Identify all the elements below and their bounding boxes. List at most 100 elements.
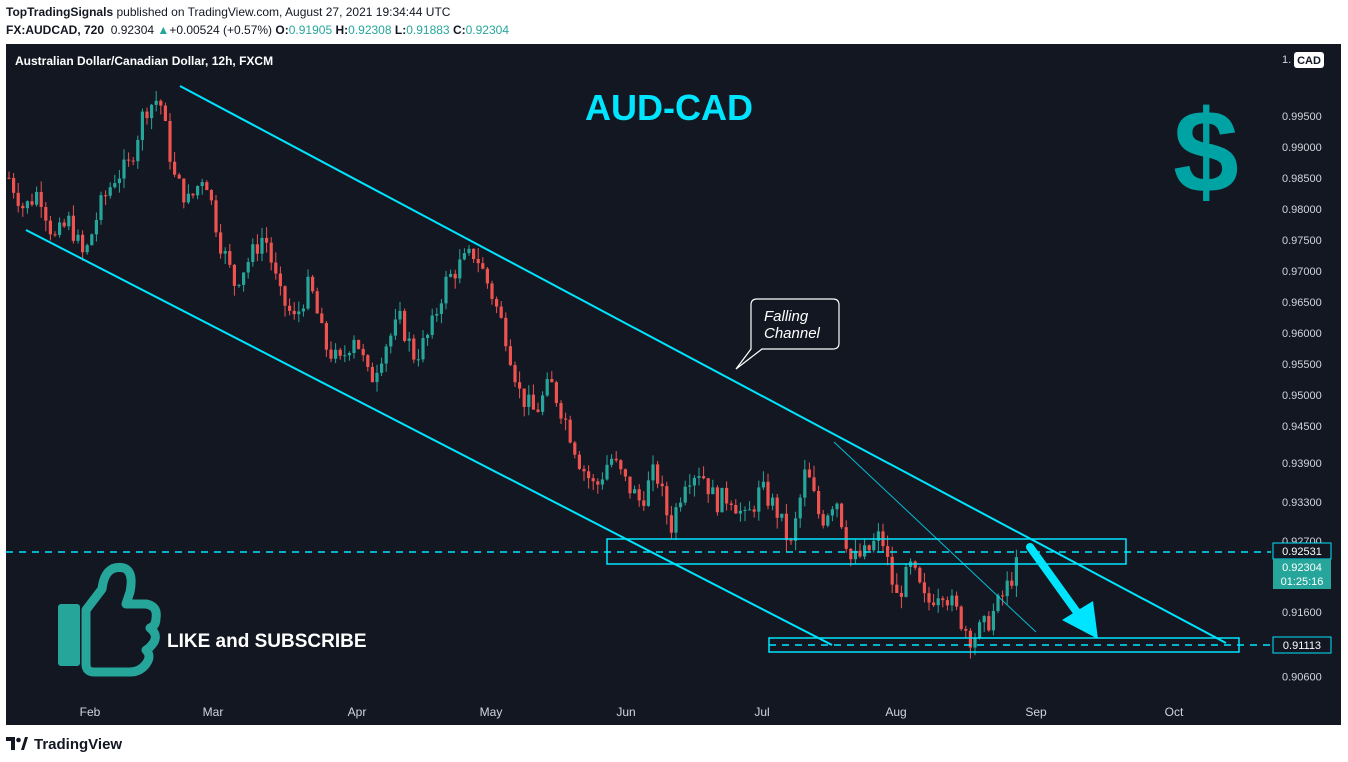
candle-body <box>840 503 844 528</box>
callout-line-1: Falling <box>764 308 809 325</box>
candle-body <box>904 566 908 597</box>
candle-body <box>987 616 991 631</box>
callout-line-2: Channel <box>764 325 821 342</box>
candle-body <box>21 205 25 209</box>
candle-body <box>554 382 558 404</box>
axis-top-partial: 1. <box>1282 54 1291 66</box>
y-tick-label: 0.97000 <box>1282 266 1322 278</box>
candle-body <box>982 616 986 623</box>
candle-body <box>1014 557 1018 586</box>
resistance-zone-rect[interactable] <box>606 538 1127 565</box>
x-tick-label: Mar <box>203 705 224 719</box>
candle-body <box>752 509 756 512</box>
candle-body <box>835 503 839 510</box>
currency-badge[interactable]: CAD <box>1294 52 1324 68</box>
candle-body <box>508 346 512 366</box>
trendline[interactable] <box>833 441 1037 633</box>
support-zone-rect[interactable] <box>768 637 1240 653</box>
candle-body <box>628 476 632 494</box>
footer-brand[interactable]: TradingView <box>34 735 123 753</box>
candle-body <box>610 458 614 465</box>
x-tick-label: Aug <box>885 705 906 719</box>
candle-body <box>927 593 931 603</box>
candle-body <box>435 313 439 316</box>
candle-body <box>283 286 287 306</box>
candle-body <box>412 338 416 360</box>
candle-body <box>458 259 462 279</box>
candle-body <box>311 276 315 292</box>
candle-body <box>1005 580 1009 597</box>
candle-body <box>168 120 172 162</box>
candle-body <box>587 471 591 479</box>
candle-body <box>918 567 922 583</box>
channel-upper-line[interactable] <box>179 85 1227 644</box>
candle-body <box>343 355 347 357</box>
last-price: 0.92304 <box>110 23 155 37</box>
candle-body <box>729 503 733 505</box>
chart-canvas[interactable]: Australian Dollar/Canadian Dollar, 12h, … <box>6 44 1341 725</box>
candle-body <box>605 464 609 480</box>
candle-body <box>219 232 223 254</box>
candle-body <box>117 178 121 184</box>
candle-body <box>748 509 752 511</box>
currency-badge-label: CAD <box>1297 55 1321 67</box>
candle-body <box>472 248 476 260</box>
candle-body <box>53 234 57 236</box>
candle-body <box>265 237 269 243</box>
candle-body <box>794 518 798 541</box>
candle-body <box>159 100 163 106</box>
price-axis[interactable]: 0.99500 0.99000 0.98500 0.98000 0.97500 0.970… <box>1282 111 1322 684</box>
candle-body <box>499 306 503 318</box>
candle-body <box>485 268 489 284</box>
candle-body <box>679 502 683 508</box>
like-subscribe-text[interactable]: LIKE and SUBSCRIBE <box>167 631 367 652</box>
symbol-label: FX:AUDCAD, 720 <box>6 23 105 37</box>
x-tick-label: Feb <box>80 705 101 719</box>
candle-body <box>237 284 241 286</box>
candle-body <box>292 310 296 315</box>
candle-body <box>449 273 453 277</box>
candle-body <box>127 159 131 161</box>
candle-body <box>637 489 641 501</box>
chart-panel[interactable] <box>6 44 1341 725</box>
change-arrow-icon: ▲ <box>157 23 170 37</box>
x-tick-label: Apr <box>348 705 367 719</box>
thumbs-up-icon <box>58 562 161 677</box>
price-label-resistance: 0.92531 <box>1272 542 1332 560</box>
publisher-name[interactable]: TopTradingSignals <box>6 5 114 19</box>
candle-body <box>858 550 862 557</box>
candle-body <box>370 366 374 383</box>
candle-body <box>48 220 52 235</box>
candle-body <box>430 315 434 335</box>
candle-body <box>623 469 627 477</box>
candle-body <box>288 305 292 311</box>
candle-body <box>44 206 48 221</box>
candle-body <box>591 478 595 482</box>
candle-body <box>692 477 696 486</box>
candle-body <box>7 177 11 179</box>
candle-body <box>614 458 618 461</box>
candle-body <box>389 335 393 347</box>
candle-body <box>642 500 646 506</box>
publish-info: TopTradingSignals published on TradingVi… <box>6 5 450 19</box>
channel-lower-line[interactable] <box>25 229 833 646</box>
candle-body <box>393 319 397 336</box>
candles-layer <box>7 91 1018 659</box>
candle-body <box>660 483 664 487</box>
candle-body <box>991 610 995 631</box>
candle-body <box>596 481 600 485</box>
falling-channel-callout[interactable]: Falling Channel <box>735 298 840 370</box>
projection-arrow-icon <box>1062 601 1098 639</box>
candle-body <box>407 338 411 341</box>
candle-body <box>964 628 968 631</box>
candle-body <box>941 598 945 601</box>
candle-body <box>803 469 807 498</box>
time-axis[interactable]: Feb Mar Apr May Jun Jul Aug Sep Oct <box>80 705 1184 719</box>
x-tick-label: Jul <box>754 705 769 719</box>
high-value: 0.92308 <box>348 23 392 37</box>
headline-text: AUD-CAD <box>585 87 753 128</box>
candle-body <box>329 349 333 359</box>
candle-body <box>702 476 706 479</box>
candle-body <box>274 262 278 274</box>
candle-body <box>936 598 940 606</box>
